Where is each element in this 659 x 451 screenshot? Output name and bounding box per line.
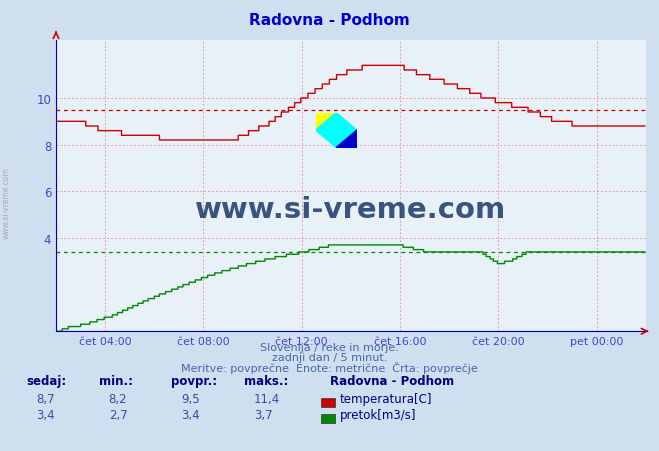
Text: 2,7: 2,7	[109, 409, 127, 422]
Text: pretok[m3/s]: pretok[m3/s]	[340, 409, 416, 422]
Text: www.si-vreme.com: www.si-vreme.com	[195, 195, 507, 223]
Text: 9,5: 9,5	[181, 392, 200, 405]
Text: 8,2: 8,2	[109, 392, 127, 405]
Text: 3,4: 3,4	[36, 409, 55, 422]
Text: zadnji dan / 5 minut.: zadnji dan / 5 minut.	[272, 352, 387, 362]
Text: 11,4: 11,4	[254, 392, 280, 405]
Text: Radovna - Podhom: Radovna - Podhom	[330, 374, 453, 387]
Text: min.:: min.:	[99, 374, 133, 387]
Text: sedaj:: sedaj:	[26, 374, 67, 387]
Text: Slovenija / reke in morje.: Slovenija / reke in morje.	[260, 342, 399, 352]
Text: temperatura[C]: temperatura[C]	[340, 392, 432, 405]
Text: 8,7: 8,7	[36, 392, 55, 405]
Text: www.si-vreme.com: www.si-vreme.com	[2, 167, 11, 239]
Text: 3,7: 3,7	[254, 409, 272, 422]
Text: 3,4: 3,4	[181, 409, 200, 422]
Text: Radovna - Podhom: Radovna - Podhom	[249, 13, 410, 28]
Text: povpr.:: povpr.:	[171, 374, 217, 387]
Text: Meritve: povprečne  Enote: metrične  Črta: povprečje: Meritve: povprečne Enote: metrične Črta:…	[181, 361, 478, 373]
Text: maks.:: maks.:	[244, 374, 288, 387]
